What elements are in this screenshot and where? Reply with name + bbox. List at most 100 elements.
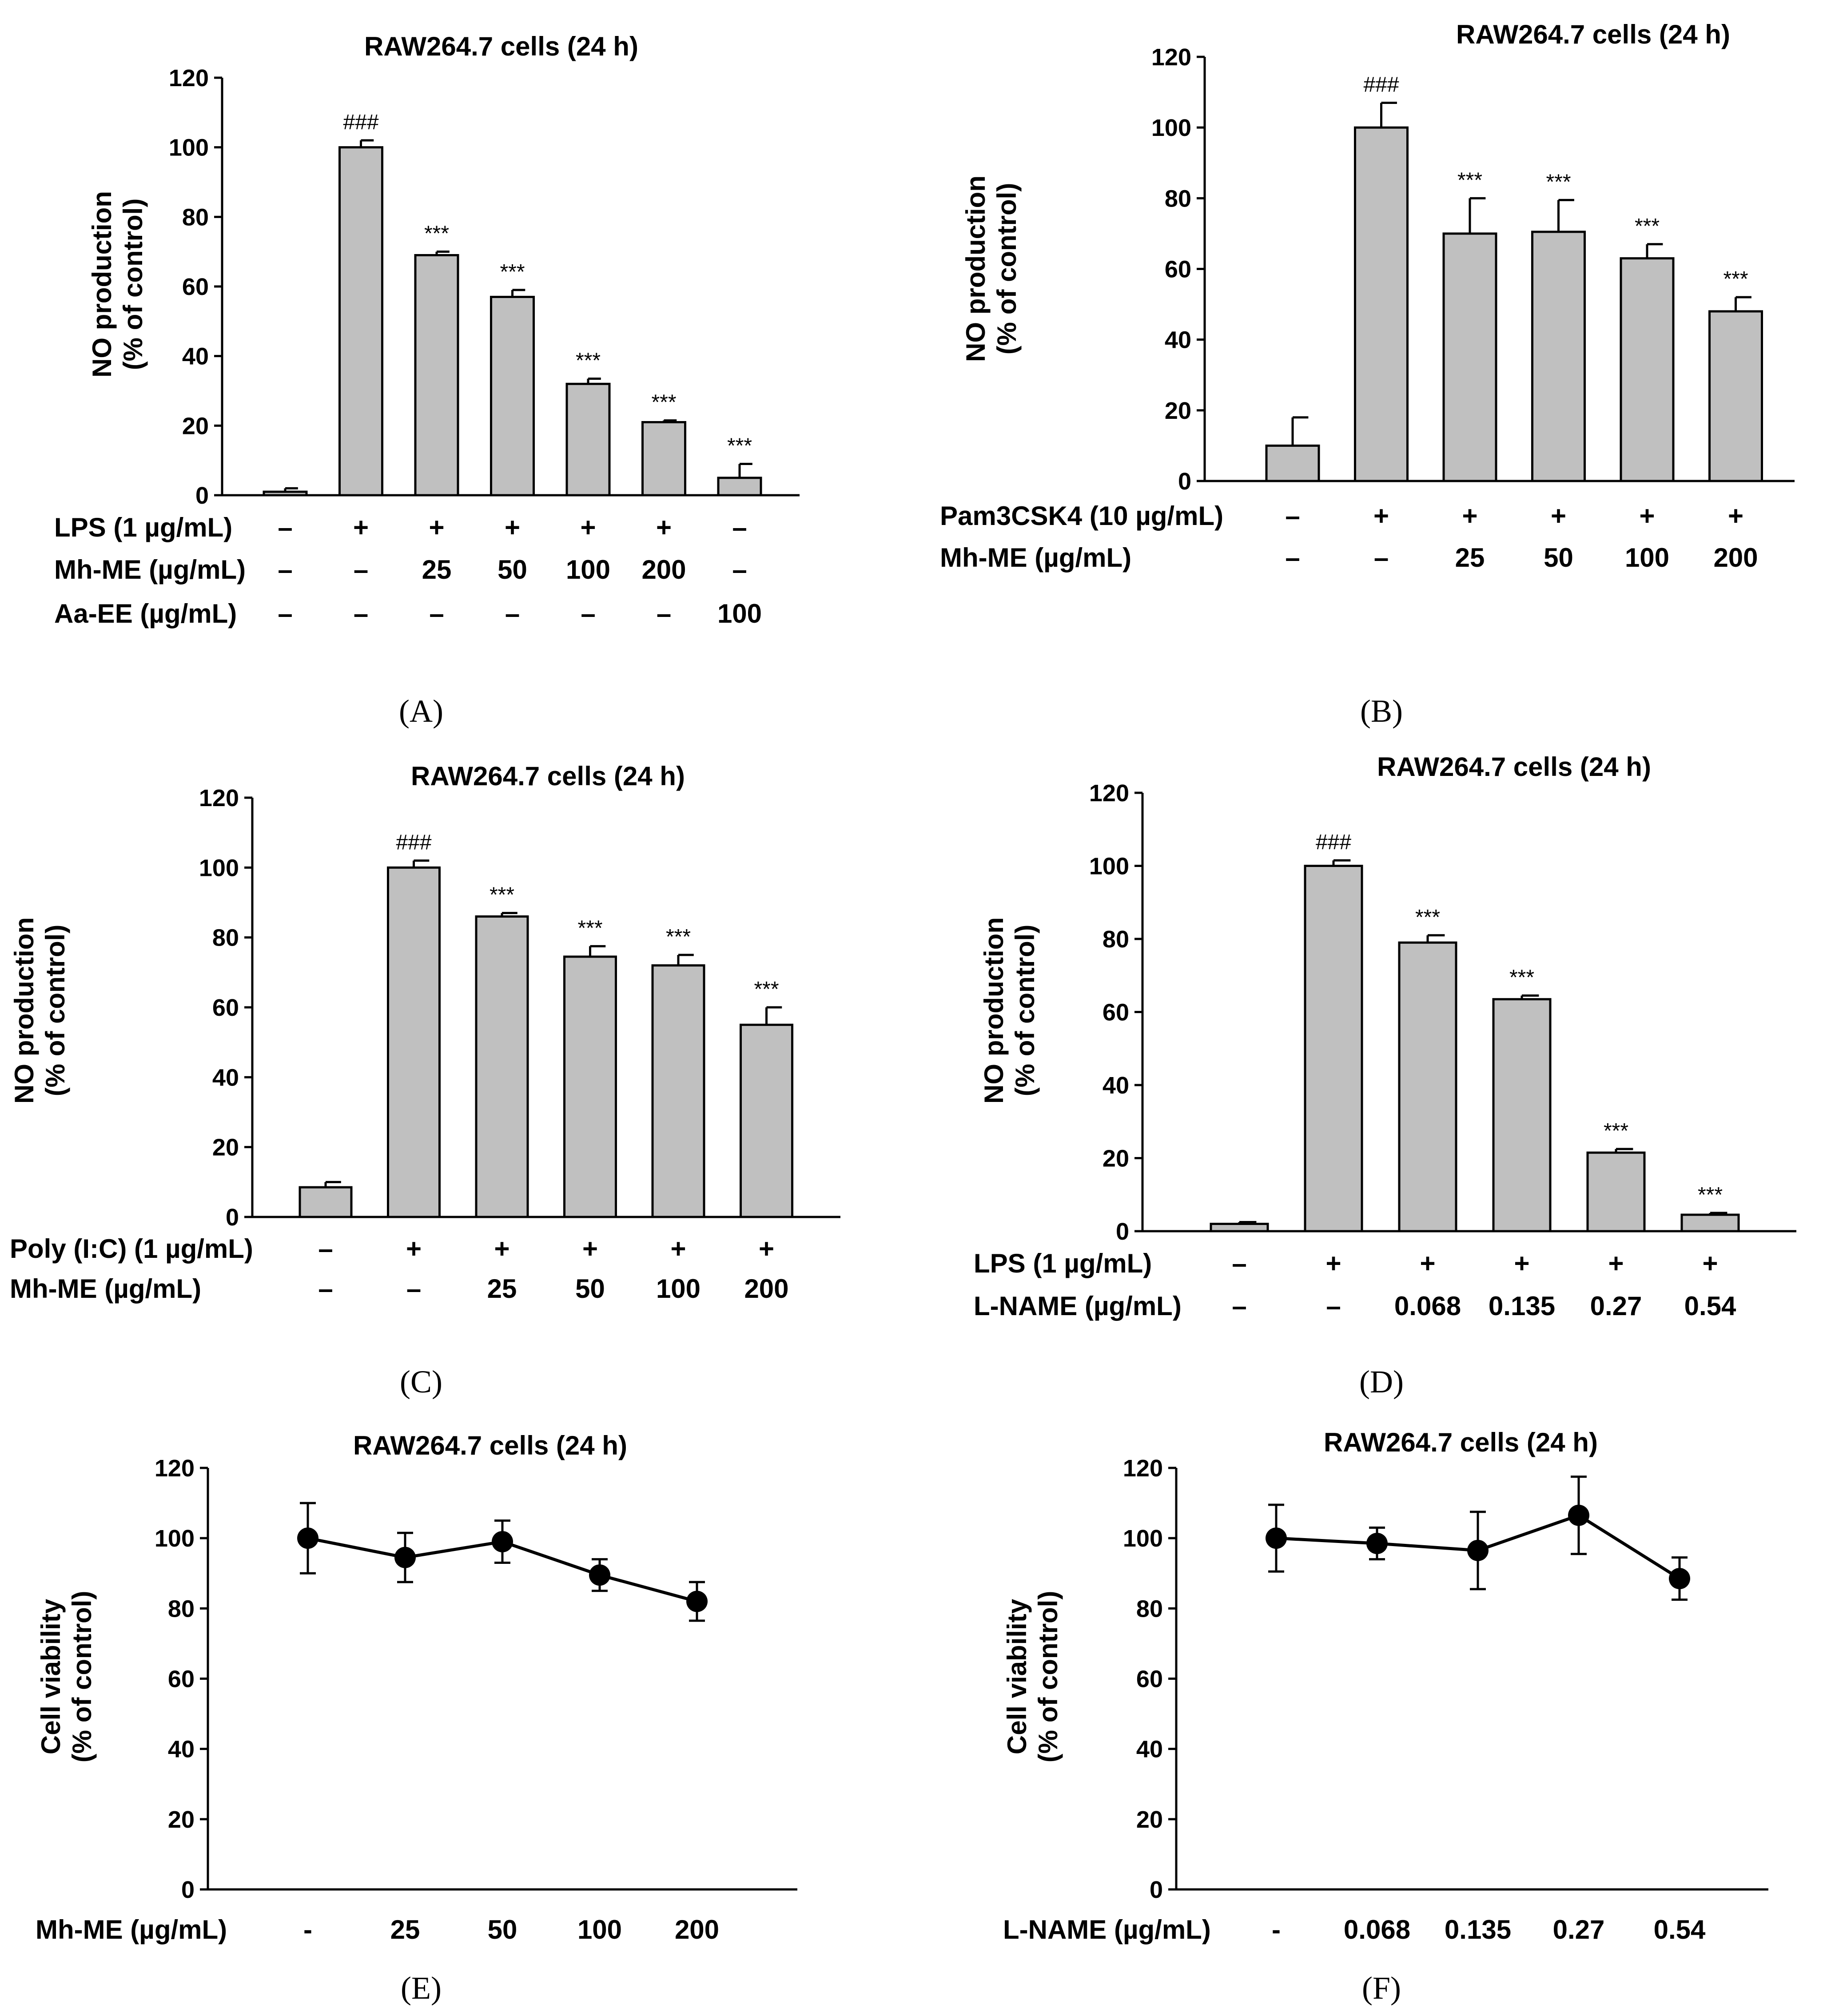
y-tick-label: 100 xyxy=(1089,853,1129,880)
y-tick-label: 60 xyxy=(1136,1666,1163,1693)
data-point xyxy=(394,1547,416,1568)
bar xyxy=(1492,998,1552,1233)
condition-row-label: L-NAME (µg/mL) xyxy=(974,1291,1182,1321)
condition-value: – xyxy=(278,513,292,542)
panel-label: (F) xyxy=(1362,1970,1401,2006)
y-axis-label-line: Cell viability xyxy=(36,1598,66,1754)
x-axis-label: L-NAME (µg/mL) xyxy=(1003,1915,1211,1944)
condition-value: – xyxy=(657,599,671,628)
significance-mark: *** xyxy=(754,978,779,1001)
condition-value: + xyxy=(429,513,444,542)
y-axis-label-line: NO production xyxy=(9,917,39,1104)
condition-value: 25 xyxy=(422,555,452,585)
condition-value: – xyxy=(1232,1249,1246,1278)
y-tick-label: 0 xyxy=(195,482,209,509)
y-axis-label-line: (% of control) xyxy=(1010,925,1040,1097)
condition-value: – xyxy=(732,555,747,585)
bar xyxy=(565,382,611,497)
bar xyxy=(563,955,617,1218)
y-tick-label: 80 xyxy=(1136,1595,1163,1622)
significance-mark: *** xyxy=(1457,168,1482,192)
y-tick-label: 20 xyxy=(168,1806,195,1833)
panel-label: (D) xyxy=(1359,1364,1404,1400)
bar xyxy=(651,964,705,1218)
chart-title: RAW264.7 cells (24 h) xyxy=(1377,752,1651,782)
panel-c: RAW264.7 cells (24 h) NO production(% of … xyxy=(9,761,840,1400)
condition-value: – xyxy=(354,599,368,628)
significance-mark: ### xyxy=(1363,73,1399,96)
data-point xyxy=(297,1527,318,1549)
bar xyxy=(299,1186,353,1218)
data-point xyxy=(1467,1539,1489,1561)
bar xyxy=(1304,865,1363,1233)
y-tick-label: 100 xyxy=(1151,115,1191,141)
panel-label: (B) xyxy=(1360,693,1403,729)
significance-mark: *** xyxy=(576,349,601,373)
significance-mark: ### xyxy=(343,111,378,134)
y-tick-label: 100 xyxy=(1123,1525,1163,1552)
condition-value: 100 xyxy=(717,599,762,628)
bar xyxy=(717,477,762,497)
condition-value: + xyxy=(1420,1249,1435,1278)
significance-mark: *** xyxy=(424,222,449,246)
y-tick-label: 40 xyxy=(168,1736,195,1763)
bar xyxy=(338,146,383,497)
bar xyxy=(490,296,535,497)
condition-value: – xyxy=(732,513,747,542)
condition-value: + xyxy=(759,1234,774,1264)
panel-label: (E) xyxy=(401,1970,442,2006)
x-tick-label: 100 xyxy=(577,1915,622,1944)
y-tick-label: 80 xyxy=(212,925,239,951)
condition-value: + xyxy=(1373,501,1389,531)
condition-value: + xyxy=(494,1234,509,1264)
condition-value: – xyxy=(1285,501,1300,531)
y-tick-label: 100 xyxy=(155,1525,195,1552)
y-axis-label-line: (% of control) xyxy=(992,183,1022,355)
condition-value: 200 xyxy=(641,555,686,585)
condition-value: – xyxy=(1326,1291,1341,1321)
y-axis-label: Cell viability(% of control) xyxy=(1002,1591,1063,1763)
y-tick-label: 0 xyxy=(226,1204,239,1231)
significance-mark: *** xyxy=(1509,966,1534,989)
condition-row-label: LPS (1 µg/mL) xyxy=(54,513,232,542)
condition-value: + xyxy=(656,513,672,542)
chart-title: RAW264.7 cells (24 h) xyxy=(1456,20,1730,49)
chart-title: RAW264.7 cells (24 h) xyxy=(364,32,638,61)
y-tick-label: 60 xyxy=(1103,999,1129,1026)
y-tick-label: 40 xyxy=(212,1064,239,1091)
y-tick-label: 60 xyxy=(168,1666,195,1693)
y-tick-label: 40 xyxy=(1165,327,1191,354)
condition-value: 50 xyxy=(575,1274,605,1304)
panel-d: RAW264.7 cells (24 h) NO production(% of … xyxy=(974,752,1796,1400)
x-tick-label: 200 xyxy=(675,1915,719,1944)
condition-value: + xyxy=(1551,501,1566,531)
y-axis-label: NO production(% of control) xyxy=(979,917,1040,1104)
bar xyxy=(1210,1223,1269,1233)
panel-b: RAW264.7 cells (24 h) NO production(% of … xyxy=(940,20,1795,729)
y-tick-label: 120 xyxy=(169,65,209,91)
condition-value: 200 xyxy=(744,1274,788,1304)
condition-value: + xyxy=(582,1234,598,1264)
condition-row-label: Poly (I:C) (1 µg/mL) xyxy=(10,1234,253,1264)
condition-value: + xyxy=(1462,501,1477,531)
significance-mark: *** xyxy=(1698,1183,1723,1207)
condition-value: + xyxy=(1702,1249,1718,1278)
y-axis-label: NO production(% of control) xyxy=(9,917,70,1104)
significance-mark: *** xyxy=(1415,906,1440,929)
panel-e: RAW264.7 cells (24 h) Cell viability(% of… xyxy=(36,1431,797,2006)
condition-value: – xyxy=(1285,543,1300,573)
condition-row-label: Pam3CSK4 (10 µg/mL) xyxy=(940,501,1223,531)
significance-mark: *** xyxy=(1723,267,1748,291)
condition-value: – xyxy=(1374,543,1389,573)
x-tick-label: 0.27 xyxy=(1553,1915,1605,1944)
chart-title: RAW264.7 cells (24 h) xyxy=(1324,1428,1598,1457)
x-axis-label: Mh-ME (µg/mL) xyxy=(36,1915,227,1944)
chart-title: RAW264.7 cells (24 h) xyxy=(411,761,685,791)
condition-value: – xyxy=(318,1274,333,1304)
bar xyxy=(1354,126,1409,482)
significance-mark: *** xyxy=(490,883,514,907)
data-point xyxy=(1366,1533,1388,1555)
y-axis-label-line: (% of control) xyxy=(67,1591,97,1763)
significance-mark: *** xyxy=(727,434,752,458)
